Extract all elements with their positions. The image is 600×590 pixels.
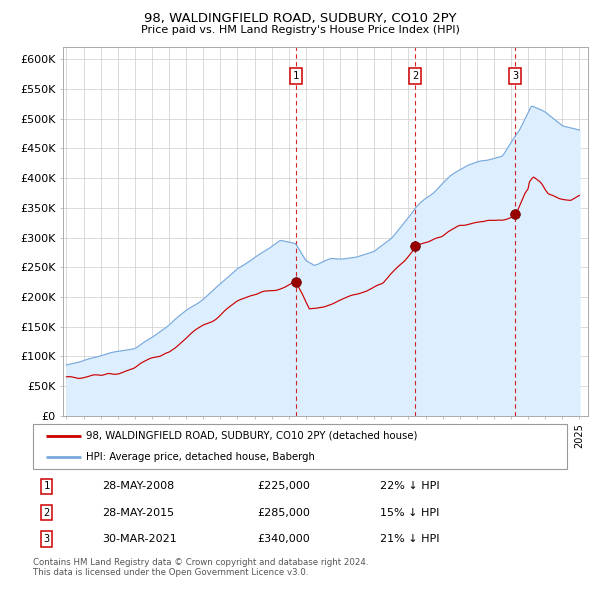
Text: 15% ↓ HPI: 15% ↓ HPI — [380, 507, 439, 517]
Text: 28-MAY-2015: 28-MAY-2015 — [103, 507, 175, 517]
FancyBboxPatch shape — [33, 424, 567, 469]
Text: 22% ↓ HPI: 22% ↓ HPI — [380, 481, 440, 491]
Text: 1: 1 — [43, 481, 49, 491]
Text: 3: 3 — [43, 534, 49, 544]
Text: £340,000: £340,000 — [257, 534, 310, 544]
Text: Contains HM Land Registry data © Crown copyright and database right 2024.
This d: Contains HM Land Registry data © Crown c… — [33, 558, 368, 577]
Text: HPI: Average price, detached house, Babergh: HPI: Average price, detached house, Babe… — [86, 452, 315, 462]
Text: 2: 2 — [412, 71, 419, 81]
Text: 28-MAY-2008: 28-MAY-2008 — [103, 481, 175, 491]
Text: 1: 1 — [293, 71, 299, 81]
Text: 30-MAR-2021: 30-MAR-2021 — [103, 534, 177, 544]
Text: 21% ↓ HPI: 21% ↓ HPI — [380, 534, 440, 544]
Text: Price paid vs. HM Land Registry's House Price Index (HPI): Price paid vs. HM Land Registry's House … — [140, 25, 460, 35]
Text: 98, WALDINGFIELD ROAD, SUDBURY, CO10 2PY (detached house): 98, WALDINGFIELD ROAD, SUDBURY, CO10 2PY… — [86, 431, 418, 441]
Text: 2: 2 — [43, 507, 49, 517]
Text: 3: 3 — [512, 71, 518, 81]
Text: £285,000: £285,000 — [257, 507, 310, 517]
Text: 98, WALDINGFIELD ROAD, SUDBURY, CO10 2PY: 98, WALDINGFIELD ROAD, SUDBURY, CO10 2PY — [144, 12, 456, 25]
Text: £225,000: £225,000 — [257, 481, 310, 491]
